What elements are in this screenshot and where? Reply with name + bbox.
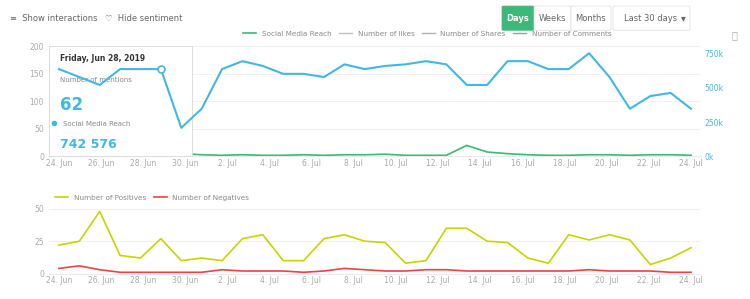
FancyBboxPatch shape bbox=[502, 6, 534, 30]
Text: Days: Days bbox=[507, 14, 530, 23]
Legend: Social Media Reach, Number of likes, Number of Shares, Number of Comments: Social Media Reach, Number of likes, Num… bbox=[240, 28, 614, 40]
Text: ▾: ▾ bbox=[680, 13, 686, 23]
FancyBboxPatch shape bbox=[571, 6, 611, 30]
FancyBboxPatch shape bbox=[534, 6, 571, 30]
Text: ♡  Hide sentiment: ♡ Hide sentiment bbox=[105, 14, 182, 23]
FancyBboxPatch shape bbox=[613, 6, 690, 30]
Text: Weeks: Weeks bbox=[538, 14, 566, 23]
Text: Last 30 days: Last 30 days bbox=[625, 14, 677, 23]
Text: ≡  Show interactions: ≡ Show interactions bbox=[10, 14, 98, 23]
Text: ⓘ: ⓘ bbox=[731, 30, 737, 41]
Legend: Number of Positives, Number of Negatives: Number of Positives, Number of Negatives bbox=[53, 192, 252, 204]
Text: Months: Months bbox=[576, 14, 606, 23]
